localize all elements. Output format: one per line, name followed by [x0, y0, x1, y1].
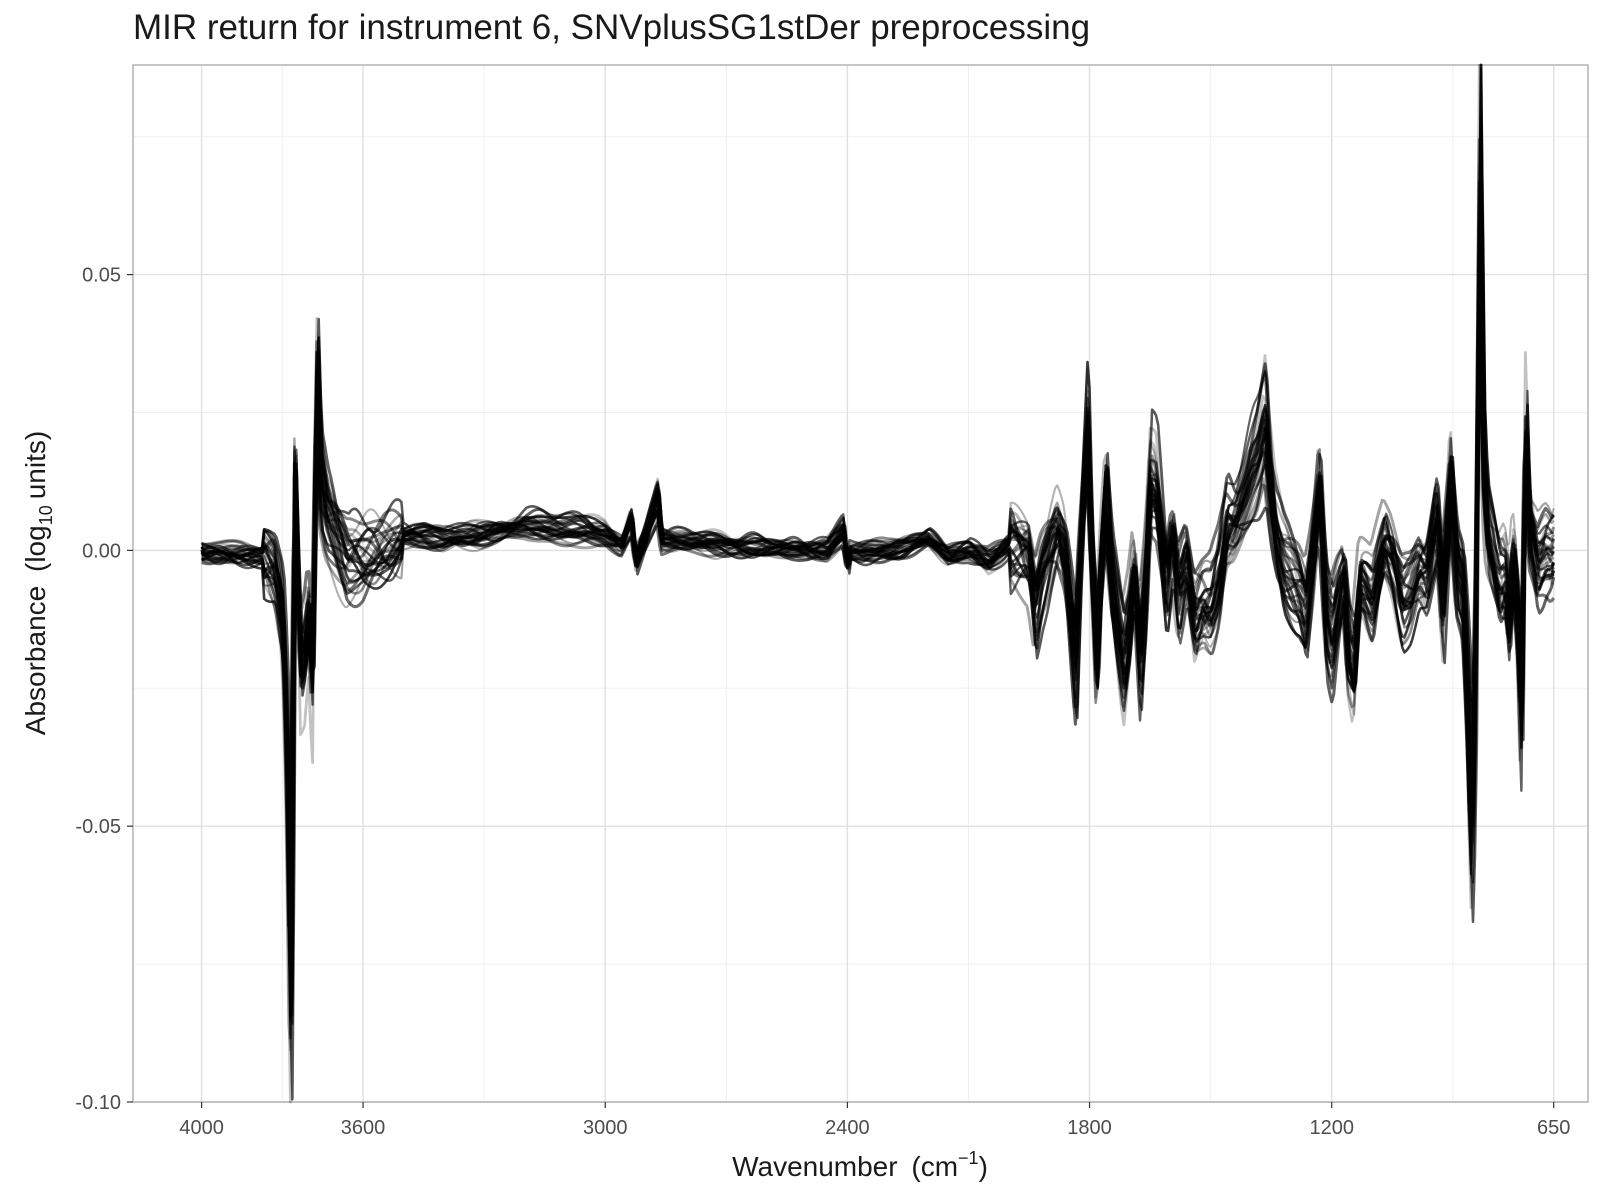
spectrum-line	[201, 295, 1555, 849]
x-tick-label: 2400	[825, 1117, 870, 1139]
spectrum-line	[200, 201, 1555, 959]
y-tick-label: 0.05	[82, 265, 121, 287]
x-tick-label: 1200	[1309, 1117, 1354, 1139]
spectrum-line	[200, 262, 1555, 854]
x-tick-label: 4000	[179, 1117, 224, 1139]
y-tick-label: -0.05	[75, 816, 121, 838]
y-axis-ticks: -0.10 -0.05 0.00 0.05	[75, 265, 133, 1114]
plot-panel-border	[132, 64, 1589, 1103]
spectrum-line	[201, 138, 1555, 994]
y-tick-label: 0.00	[82, 540, 121, 562]
y-axis-title: Absorbance (log10units)	[20, 431, 56, 735]
x-tick-label: 3600	[341, 1117, 386, 1139]
x-tick-label: 1800	[1067, 1117, 1112, 1139]
series-lines	[200, 63, 1556, 1104]
spectrum-line	[200, 222, 1555, 964]
spectrum-line	[200, 240, 1555, 929]
x-axis-ticks: 4000 3600 3000 2400 1800 1200 650	[179, 1102, 1570, 1139]
x-axis-title: Wavenumber (cm−1)	[732, 1148, 988, 1182]
x-tick-label: 650	[1537, 1117, 1570, 1139]
spectrum-line	[200, 153, 1555, 1104]
spectrum-line	[201, 305, 1556, 855]
chart-title: MIR return for instrument 6, SNVplusSG1s…	[133, 8, 1091, 47]
spectrum-line	[200, 63, 1556, 984]
x-tick-label: 3000	[583, 1117, 628, 1139]
spectrum-line	[200, 242, 1555, 873]
spectrum-line	[201, 63, 1555, 1052]
spectrum-line	[200, 112, 1555, 1017]
spectrum-line	[200, 294, 1555, 803]
spectrum-line	[201, 257, 1555, 864]
y-tick-label: -0.10	[75, 1092, 121, 1114]
